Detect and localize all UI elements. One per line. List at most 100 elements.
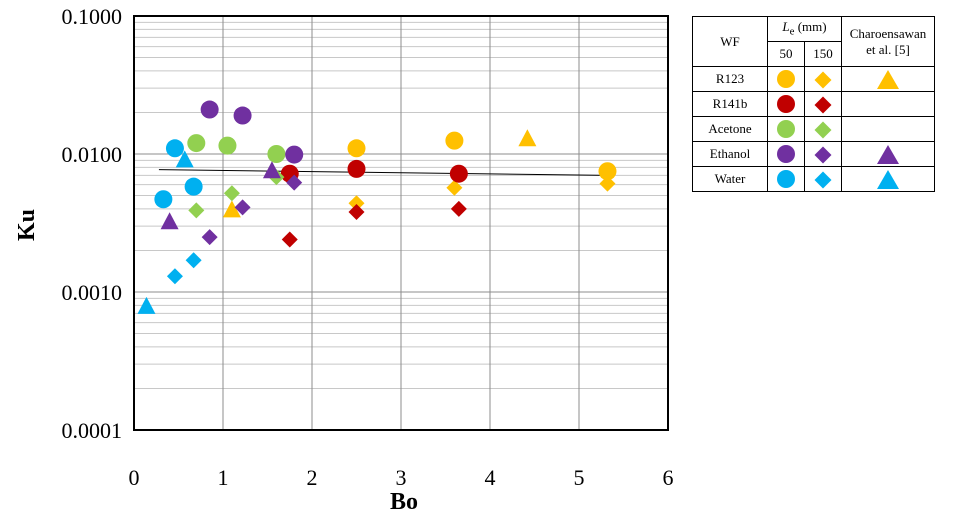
trendline [158, 169, 608, 176]
water-50-point [165, 139, 184, 158]
legend-fluid-name: R141b [692, 91, 768, 117]
water-ref-point [175, 150, 194, 168]
legend-row-r123: R123 [692, 66, 935, 92]
y-tick-label: 0.0010 [62, 280, 123, 305]
r141b-50-point [347, 159, 366, 178]
r141b-150-point [281, 231, 298, 248]
water-50-point [154, 190, 173, 209]
le-subscript: e [789, 25, 795, 38]
legend-col-50: 50 [767, 41, 805, 67]
water-ref-point [137, 296, 156, 314]
legend-circle-cell [767, 166, 805, 192]
legend-circle-symbol [777, 170, 795, 188]
legend-fluid-name: R123 [692, 66, 768, 92]
r123-50-point [347, 139, 366, 158]
legend-row-acetone: Acetone [692, 116, 935, 142]
legend-wf-header: WF [692, 16, 768, 67]
legend-subheader-row: 50 150 [693, 41, 935, 67]
acetone-150-point [223, 185, 240, 202]
legend-diamond-symbol [814, 96, 832, 114]
major-gridlines [134, 16, 668, 430]
x-tick-label: 5 [574, 465, 585, 490]
legend-fluid-name: Water [692, 166, 768, 192]
legend-fluid-name: Ethanol [692, 141, 768, 167]
acetone-50-point [218, 136, 237, 155]
legend-diamond-symbol [814, 71, 832, 89]
legend-circle-cell [767, 141, 805, 167]
legend-diamond-cell [804, 166, 842, 192]
y-tick-label: 0.0001 [62, 418, 123, 443]
legend-circle-symbol [777, 145, 795, 163]
ethanol-ref-point [160, 212, 179, 230]
legend-triangle-cell [841, 91, 935, 117]
legend-table: WF Le (mm) Charoensawan et al. [5] 50 150… [692, 16, 935, 192]
x-tick-label: 4 [485, 465, 496, 490]
ref-header-line2: et al. [5] [866, 41, 910, 57]
ethanol-50-point [233, 106, 252, 125]
r123-150-point [446, 179, 463, 196]
legend-triangle-cell [841, 166, 935, 192]
ethanol-150-point [286, 174, 303, 191]
x-axis-label: Bo [390, 489, 418, 515]
legend-row-r141b: R141b [692, 91, 935, 117]
legend-diamond-symbol [814, 146, 832, 164]
acetone-50-point [267, 145, 286, 163]
legend-triangle-cell [841, 66, 935, 92]
ethanol-ref-point [262, 161, 281, 179]
legend-row-ethanol: Ethanol [692, 141, 935, 167]
r123-50-point [445, 131, 464, 150]
legend-circle-symbol [777, 95, 795, 113]
acetone-50-point [187, 134, 206, 153]
water-50-point [184, 177, 203, 196]
legend-rows: R123 R141b Acetone Ethanol Water [692, 66, 935, 192]
legend-triangle-cell [841, 116, 935, 142]
legend-diamond-cell [804, 66, 842, 92]
r141b-150-point [348, 203, 365, 220]
scatter-plot: 0.0001 0.0010 0.0100 0.1000 0 1 2 3 4 5 6 Bo Ku [14, 4, 674, 515]
legend-header-row: WF Le (mm) Charoensawan et al. [5] [692, 16, 935, 67]
x-tick-label: 0 [129, 465, 140, 490]
ethanol-50-point [200, 100, 219, 119]
r123-150-point [348, 195, 365, 212]
legend-diamond-cell [804, 91, 842, 117]
legend-diamond-symbol [814, 171, 832, 189]
y-axis-label: Ku [14, 209, 40, 241]
legend-circle-cell [767, 91, 805, 117]
ethanol-150-point [201, 229, 218, 246]
legend-col-150: 150 [804, 41, 842, 67]
r123-150-point [599, 175, 616, 192]
x-tick-label: 2 [307, 465, 318, 490]
legend-circle-cell [767, 66, 805, 92]
legend-ref-header: Charoensawan et al. [5] [841, 16, 935, 67]
water-150-point [166, 268, 183, 285]
legend-le-header: Le (mm) [767, 16, 842, 42]
legend-row-water: Water [692, 166, 935, 192]
legend-triangle-symbol [877, 144, 899, 164]
r141b-50-point [449, 164, 468, 183]
ref-header-line1: Charoensawan [849, 25, 927, 41]
water-150-point [185, 252, 202, 269]
x-tick-label: 1 [218, 465, 229, 490]
trendline-segment [158, 169, 608, 176]
y-tick-label: 0.1000 [62, 4, 123, 29]
legend-triangle-symbol [877, 69, 899, 89]
r123-50-point [598, 162, 617, 181]
data-points [137, 100, 617, 314]
x-tick-labels: 0 1 2 3 4 5 6 [129, 465, 674, 490]
legend-fluid-name: Acetone [692, 116, 768, 142]
acetone-150-point [188, 202, 205, 219]
le-symbol: L [782, 18, 790, 34]
ethanol-150-point [234, 199, 251, 216]
r123-ref-point [518, 129, 537, 147]
ethanol-50-point [285, 145, 304, 164]
legend-triangle-symbol [877, 169, 899, 189]
legend-triangle-cell [841, 141, 935, 167]
x-tick-label: 6 [663, 465, 674, 490]
legend-diamond-cell [804, 141, 842, 167]
x-tick-label: 3 [396, 465, 407, 490]
r123-ref-point [222, 200, 241, 218]
le-unit: (mm) [794, 18, 827, 34]
plot-area-frame [133, 15, 669, 431]
legend-diamond-symbol [814, 121, 832, 139]
legend-circle-cell [767, 116, 805, 142]
